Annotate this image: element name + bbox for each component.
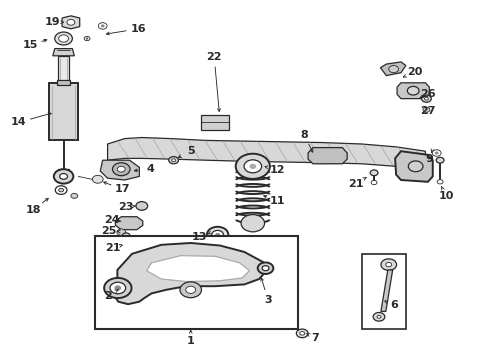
Text: 19: 19 xyxy=(45,17,61,27)
Polygon shape xyxy=(307,148,346,164)
Circle shape xyxy=(185,286,195,293)
Bar xyxy=(58,56,69,83)
Circle shape xyxy=(424,97,427,100)
Text: 24: 24 xyxy=(103,215,119,225)
Circle shape xyxy=(92,175,103,183)
Text: 15: 15 xyxy=(22,40,38,50)
Text: 5: 5 xyxy=(186,146,194,156)
Text: 11: 11 xyxy=(269,196,285,206)
Circle shape xyxy=(110,282,125,294)
Circle shape xyxy=(206,227,228,243)
Circle shape xyxy=(60,174,67,179)
Circle shape xyxy=(235,154,269,179)
Text: 27: 27 xyxy=(420,106,435,116)
Circle shape xyxy=(115,286,121,290)
Circle shape xyxy=(117,166,125,172)
Circle shape xyxy=(372,312,384,321)
Circle shape xyxy=(407,161,422,172)
Circle shape xyxy=(112,163,130,176)
Text: 12: 12 xyxy=(269,165,285,175)
Text: 21: 21 xyxy=(104,243,120,253)
Text: 18: 18 xyxy=(25,204,41,215)
Circle shape xyxy=(435,157,443,163)
Circle shape xyxy=(385,262,391,267)
Circle shape xyxy=(388,66,398,73)
Text: 21: 21 xyxy=(347,179,363,189)
Circle shape xyxy=(180,282,201,298)
Circle shape xyxy=(436,180,442,184)
Text: 10: 10 xyxy=(437,191,453,201)
Circle shape xyxy=(54,169,73,184)
Polygon shape xyxy=(62,16,80,29)
Circle shape xyxy=(211,230,223,239)
Polygon shape xyxy=(380,62,405,76)
Text: 26: 26 xyxy=(420,89,435,99)
Polygon shape xyxy=(53,49,74,56)
Circle shape xyxy=(71,193,78,198)
Circle shape xyxy=(67,19,75,25)
Circle shape xyxy=(376,315,380,318)
Text: 14: 14 xyxy=(11,117,26,127)
Circle shape xyxy=(244,160,261,173)
Circle shape xyxy=(122,233,130,239)
Text: 17: 17 xyxy=(114,184,130,194)
Circle shape xyxy=(407,86,418,95)
Polygon shape xyxy=(100,160,139,180)
Polygon shape xyxy=(394,151,432,182)
Bar xyxy=(201,115,228,130)
Circle shape xyxy=(104,278,131,298)
Polygon shape xyxy=(146,256,249,282)
Polygon shape xyxy=(380,270,392,311)
Bar xyxy=(57,80,70,85)
Text: 9: 9 xyxy=(425,154,432,164)
Circle shape xyxy=(86,38,88,39)
Circle shape xyxy=(249,164,255,168)
Circle shape xyxy=(55,186,67,194)
Circle shape xyxy=(370,180,376,185)
Text: 6: 6 xyxy=(389,300,397,310)
Text: 16: 16 xyxy=(130,24,146,34)
Bar xyxy=(49,83,78,140)
Text: 20: 20 xyxy=(406,67,422,77)
Circle shape xyxy=(431,150,440,156)
Text: 23: 23 xyxy=(118,202,134,212)
Circle shape xyxy=(59,35,68,42)
Circle shape xyxy=(257,262,273,274)
Text: 1: 1 xyxy=(186,336,194,346)
Circle shape xyxy=(296,329,307,338)
Text: 2: 2 xyxy=(103,291,111,301)
Bar xyxy=(95,236,298,329)
Circle shape xyxy=(422,107,429,112)
Circle shape xyxy=(171,159,175,162)
Bar xyxy=(361,254,405,329)
Text: 7: 7 xyxy=(310,333,318,343)
Circle shape xyxy=(421,95,430,102)
Circle shape xyxy=(215,233,219,236)
Polygon shape xyxy=(107,138,425,171)
Circle shape xyxy=(168,157,178,164)
Circle shape xyxy=(434,152,437,154)
Circle shape xyxy=(84,36,90,41)
Text: 22: 22 xyxy=(206,52,222,62)
Circle shape xyxy=(136,202,147,210)
Text: 25: 25 xyxy=(101,226,116,236)
Text: 13: 13 xyxy=(191,232,207,242)
Circle shape xyxy=(98,23,107,29)
Circle shape xyxy=(117,229,125,235)
Circle shape xyxy=(380,259,396,270)
Circle shape xyxy=(369,170,377,176)
Circle shape xyxy=(101,25,104,27)
Circle shape xyxy=(55,32,72,45)
Polygon shape xyxy=(114,243,266,304)
Circle shape xyxy=(241,215,264,232)
Polygon shape xyxy=(396,83,428,99)
Circle shape xyxy=(262,266,268,271)
Text: 4: 4 xyxy=(146,164,154,174)
Text: 8: 8 xyxy=(300,130,307,140)
Circle shape xyxy=(299,332,304,335)
Polygon shape xyxy=(115,217,142,230)
Circle shape xyxy=(59,188,63,192)
Circle shape xyxy=(123,244,129,249)
Text: 3: 3 xyxy=(264,294,271,305)
